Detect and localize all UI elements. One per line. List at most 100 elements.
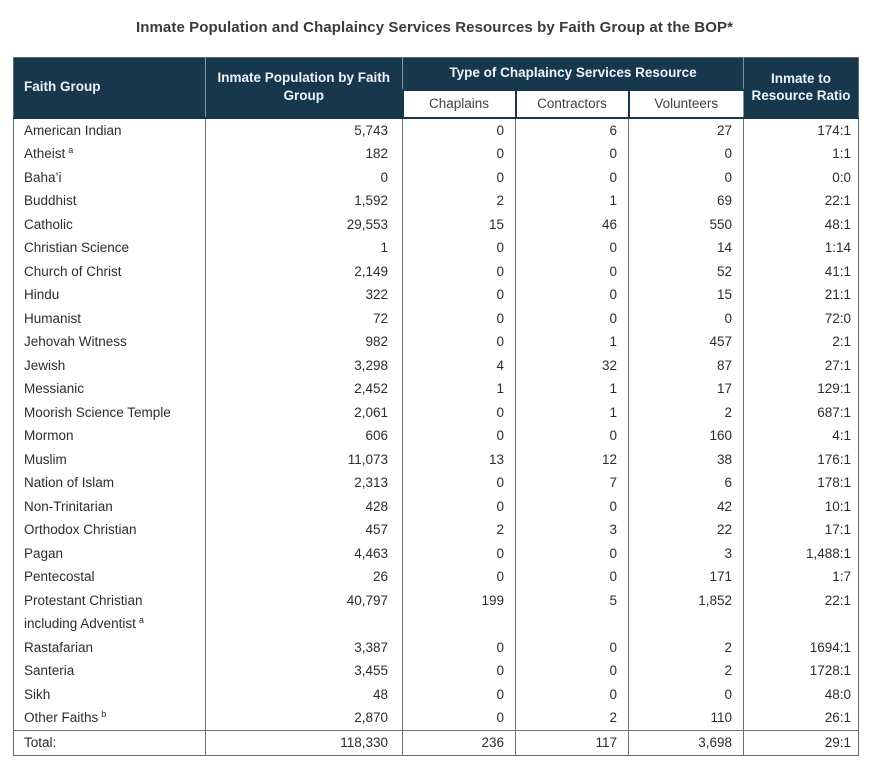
population-cell: 322 xyxy=(205,283,403,307)
volunteers-cell: 2 xyxy=(627,400,744,425)
contractors-cell: 0 xyxy=(515,259,629,284)
contractors-cell: 3 xyxy=(515,518,629,542)
faith-cell: Jewish xyxy=(13,353,206,378)
volunteers-cell: 2 xyxy=(627,635,744,660)
faith-cell: Hindu xyxy=(13,283,206,307)
chaplains-cell: 0 xyxy=(402,424,516,448)
contractors-cell: 1 xyxy=(515,377,629,401)
faith-cell: Pentecostal xyxy=(13,565,206,589)
population-cell: 4,463 xyxy=(205,541,403,566)
population-cell: 3,455 xyxy=(205,659,403,683)
faith-label: Hindu xyxy=(24,287,60,303)
faith-label: Messianic xyxy=(24,381,85,397)
population-cell: 2,313 xyxy=(205,471,403,495)
ratio-cell: 178:1 xyxy=(743,471,859,495)
ratio-cell: 174:1 xyxy=(743,117,859,143)
faith-cell: Nation of Islam xyxy=(13,471,206,495)
faith-cell: Moorish Science Temple xyxy=(13,400,206,425)
population-cell: 457 xyxy=(205,518,403,542)
population-cell: 3,298 xyxy=(205,353,403,378)
chaplains-cell: 2 xyxy=(402,518,516,542)
faith-cell: Non-Trinitarian xyxy=(13,494,206,519)
contractors-cell: 0 xyxy=(515,541,629,566)
faith-label: Nation of Islam xyxy=(24,475,115,491)
faith-cell: Other Faiths b xyxy=(13,706,206,731)
population-cell: 40,797 xyxy=(205,588,403,636)
faith-cell: Muslim xyxy=(13,447,206,472)
chaplains-cell: 0 xyxy=(402,565,516,589)
population-cell: 428 xyxy=(205,494,403,519)
contractors-cell: 46 xyxy=(515,212,629,237)
header-row-main: Faith Group Inmate Population by Faith G… xyxy=(13,57,859,119)
contractors-cell: 6 xyxy=(515,117,629,143)
header-volunteers: Volunteers xyxy=(627,89,744,119)
table-row: Catholic 29,553 15 46 550 48:1 xyxy=(13,212,859,237)
table-row: Atheist a 182 0 0 0 1:1 xyxy=(13,142,859,166)
faith-label: Humanist xyxy=(24,310,82,326)
table-row: Other Faiths b 2,870 0 2 110 26:1 xyxy=(13,706,859,731)
chaplains-cell: 0 xyxy=(402,659,516,683)
total-label: Total: xyxy=(13,729,206,756)
footnote-superscript: a xyxy=(68,144,74,155)
volunteers-cell: 171 xyxy=(627,565,744,589)
ratio-cell: 1:7 xyxy=(743,565,859,589)
contractors-cell: 0 xyxy=(515,142,629,166)
volunteers-cell: 17 xyxy=(627,377,744,401)
contractors-cell: 1 xyxy=(515,400,629,425)
volunteers-cell: 52 xyxy=(627,259,744,284)
contractors-cell: 0 xyxy=(515,283,629,307)
table-row: Moorish Science Temple 2,061 0 1 2 687:1 xyxy=(13,400,859,425)
faith-label: Church of Christ xyxy=(24,263,122,279)
chaplains-cell: 0 xyxy=(402,400,516,425)
header-faith-group: Faith Group xyxy=(13,57,206,119)
header-chaplains: Chaplains xyxy=(401,89,516,119)
faith-label: Santeria xyxy=(24,663,75,679)
population-cell: 182 xyxy=(205,142,403,166)
faith-label: Protestant Christian including Adventist xyxy=(24,592,143,632)
ratio-cell: 1728:1 xyxy=(743,659,859,683)
table-row: Mormon 606 0 0 160 4:1 xyxy=(13,424,859,448)
contractors-cell: 2 xyxy=(515,706,629,731)
table-row: Protestant Christian including Adventist… xyxy=(13,588,859,636)
table-row: Pagan 4,463 0 0 3 1,488:1 xyxy=(13,541,859,566)
table-row: Non-Trinitarian 428 0 0 42 10:1 xyxy=(13,494,859,519)
population-cell: 72 xyxy=(205,306,403,331)
volunteers-cell: 15 xyxy=(627,283,744,307)
faith-cell: Atheist a xyxy=(13,142,206,166)
faith-label: Pentecostal xyxy=(24,569,95,585)
ratio-cell: 2:1 xyxy=(743,330,859,354)
ratio-cell: 48:1 xyxy=(743,212,859,237)
chaplains-cell: 0 xyxy=(402,706,516,731)
population-cell: 2,870 xyxy=(205,706,403,731)
faith-cell: Jehovah Witness xyxy=(13,330,206,354)
volunteers-cell: 160 xyxy=(627,424,744,448)
faith-label: Rastafarian xyxy=(24,639,94,655)
volunteers-cell: 14 xyxy=(627,236,744,260)
volunteers-cell: 6 xyxy=(627,471,744,495)
header-row-sub: Chaplains Contractors Volunteers xyxy=(14,89,859,119)
chaplains-cell: 199 xyxy=(402,588,516,636)
chaplains-cell: 4 xyxy=(402,353,516,378)
chaplains-cell: 0 xyxy=(402,494,516,519)
table-row: Sikh 48 0 0 0 48:0 xyxy=(13,682,859,707)
population-cell: 606 xyxy=(205,424,403,448)
ratio-cell: 1694:1 xyxy=(743,635,859,660)
ratio-cell: 72:0 xyxy=(743,306,859,331)
volunteers-cell: 3 xyxy=(627,541,744,566)
ratio-cell: 10:1 xyxy=(743,494,859,519)
ratio-cell: 1:1 xyxy=(743,142,859,166)
chaplains-cell: 0 xyxy=(402,306,516,331)
faith-label: Muslim xyxy=(24,451,67,467)
population-cell: 1 xyxy=(205,236,403,260)
volunteers-cell: 27 xyxy=(627,117,744,143)
table-row: Church of Christ 2,149 0 0 52 41:1 xyxy=(13,259,859,284)
chaplains-cell: 0 xyxy=(402,682,516,707)
faith-cell: Protestant Christian including Adventist… xyxy=(13,588,206,636)
ratio-cell: 22:1 xyxy=(743,588,859,636)
population-cell: 26 xyxy=(205,565,403,589)
total-chaplains: 236 xyxy=(402,729,516,756)
table-row: Hindu 322 0 0 15 21:1 xyxy=(13,283,859,307)
faith-label: Pagan xyxy=(24,545,64,561)
table-row: Messianic 2,452 1 1 17 129:1 xyxy=(13,377,859,401)
